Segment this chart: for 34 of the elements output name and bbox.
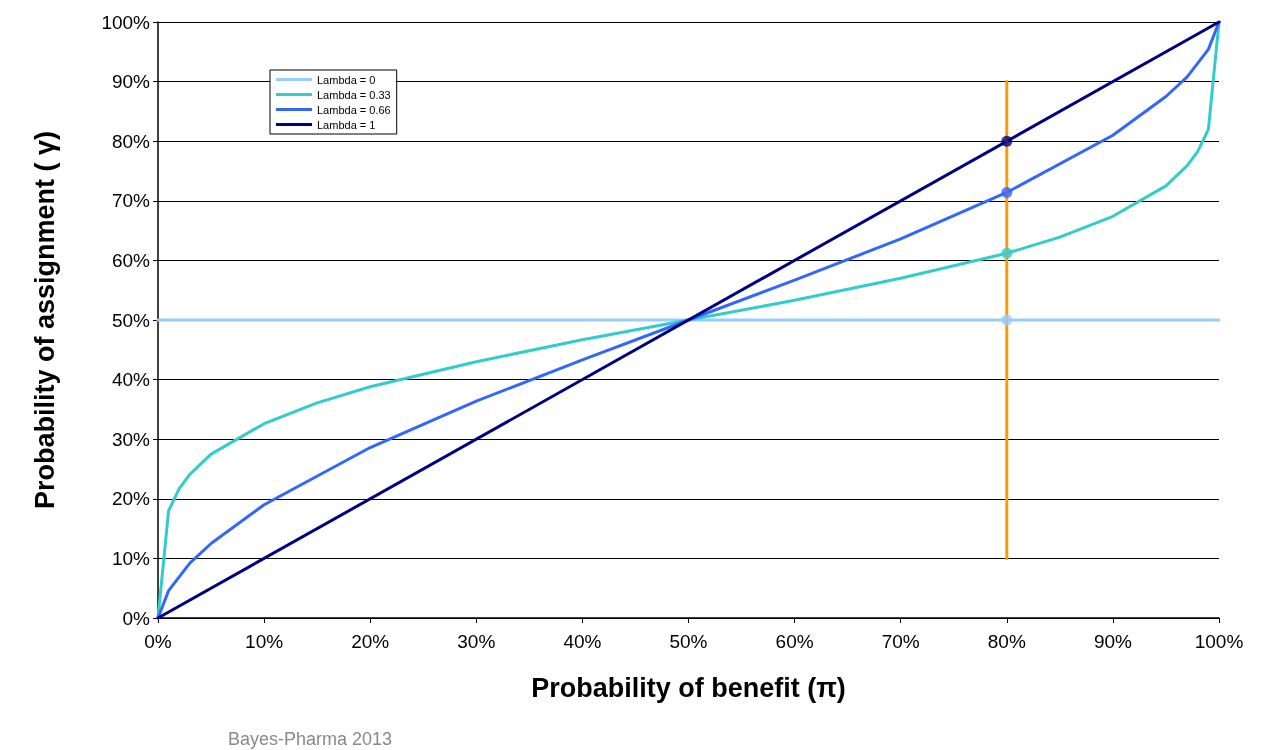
point [1001, 247, 1013, 259]
legend-label: Lambda = 1 [317, 118, 376, 131]
x-tick-label: 50% [669, 631, 708, 652]
point [1001, 135, 1013, 147]
legend-label: Lambda = 0.33 [317, 88, 391, 101]
y-tick-label: 100% [101, 11, 151, 33]
line-series [156, 20, 1221, 620]
x-tick-label: 100% [1194, 631, 1244, 652]
y-tick-label: 60% [111, 249, 151, 271]
legend-label: Lambda = 0.66 [317, 103, 391, 116]
x-tick-label: 0% [144, 631, 172, 652]
x-tick-label: 90% [1093, 631, 1133, 652]
y-tick-label: 0% [122, 607, 151, 629]
y-tick-label: 20% [111, 488, 151, 510]
legend-label: Lambda = 0 [317, 73, 376, 86]
y-axis-title: Probability of assignment ( γ) [29, 130, 60, 510]
text: Bayes-Pharma 2013 [228, 729, 393, 749]
x-axis-title: Probability of benefit (π) [531, 672, 846, 703]
x-tick-label: 40% [563, 631, 602, 652]
x-tick-label: 10% [245, 631, 284, 652]
x-tick-label: 70% [881, 631, 920, 652]
point [1001, 314, 1013, 326]
point [1001, 186, 1013, 198]
x-tick-label: 20% [351, 631, 390, 652]
x-tick-label: 60% [775, 631, 814, 652]
y-tick-label: 50% [111, 309, 151, 331]
y-tick-label: 30% [111, 428, 151, 450]
y-tick-label: 90% [111, 71, 151, 93]
y-tick-label: 80% [111, 130, 151, 152]
x-tick-label: 30% [457, 631, 496, 652]
y-tick-label: 70% [111, 190, 151, 212]
y-tick-label: 40% [111, 369, 151, 391]
x-tick-label: 80% [987, 631, 1026, 652]
y-tick-label: 10% [111, 547, 151, 569]
